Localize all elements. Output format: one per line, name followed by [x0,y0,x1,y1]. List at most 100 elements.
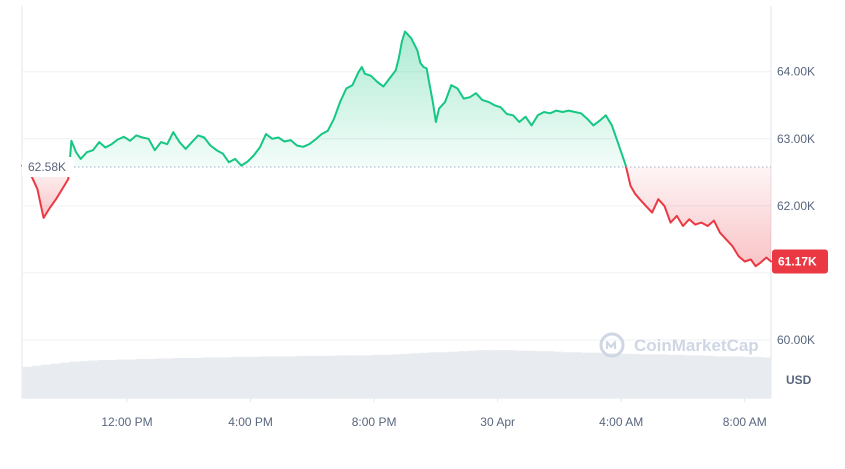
volume-bar [600,353,611,398]
volume-bar [467,350,478,398]
volume-bar [458,351,469,398]
y-tick-label: 63.00K [777,132,815,146]
volume-bar [230,356,241,398]
volume-bar [562,352,573,398]
volume-bar [391,354,402,398]
x-tick-label: 4:00 PM [228,415,273,429]
volume-bar [287,356,298,398]
volume-bar [609,353,620,398]
x-axis: 12:00 PM 4:00 PM 8:00 PM 30 Apr 4:00 AM 8:00 … [101,398,767,429]
volume-bar [666,354,677,398]
watermark-text: CoinMarketCap [634,336,759,355]
volume-bar [581,352,592,398]
volume-bar [192,357,203,398]
volume-bar [50,363,61,398]
volume-bar [164,358,175,398]
current-price-label: 61.17K [778,255,817,269]
volume-bar [277,356,289,398]
y-tick-label: 64.00K [777,65,815,79]
volume-bar [107,360,118,398]
volume-bars [22,350,772,398]
watermark: CoinMarketCap [599,332,759,358]
volume-bar [486,350,497,398]
volume-bar [268,356,279,398]
labels: 62.58K 61.17K [22,156,828,274]
volume-bar [704,355,715,398]
volume-bar [761,357,772,398]
volume-bar [249,356,260,398]
y-axis-unit: USD [786,373,812,387]
volume-bar [22,366,33,398]
baseline-label-bg [22,156,74,177]
volume-bar [420,352,431,398]
volume-bar [647,354,658,398]
y-axis: 64.00K 63.00K 62.00K 60.00K USD [777,65,815,387]
volume-bar [306,355,317,398]
volume-bar [401,353,412,398]
area-below-baseline [23,167,70,218]
x-tick-label: 8:00 PM [352,415,397,429]
volume-bar [496,350,507,398]
y-tick-label: 62.00K [777,199,815,213]
volume-bar [363,355,374,398]
price-line-down [22,166,71,219]
volume-bar [40,364,52,398]
volume-bar [259,356,270,398]
volume-bar [382,354,393,398]
volume-bar [714,356,725,398]
volume-bar [31,365,42,398]
volume-bar [59,362,71,398]
x-tick-label: 12:00 PM [101,415,152,429]
baseline-label: 62.58K [28,160,66,174]
volume-bar [752,356,763,398]
volume-bar [543,351,554,398]
volume-bar [733,356,744,398]
area-below-baseline [626,167,771,267]
volume-bar [97,360,108,398]
x-tick-label: 8:00 AM [723,415,767,429]
volume-bar [742,356,753,398]
area-above-baseline [69,31,627,167]
x-tick-label: 4:00 AM [599,415,643,429]
volume-bar [723,356,734,398]
volume-bar [154,358,165,398]
volume-bar [695,355,706,398]
volume-bar [685,355,696,398]
volume-bar [477,350,488,398]
current-price-tag [772,249,828,274]
volume-bar [533,351,545,398]
coinmarketcap-logo-mark [605,340,617,349]
volume-bar [571,352,582,398]
volume-bar [657,354,668,398]
volume-bar [524,350,535,398]
volume-bar [69,361,80,398]
volume-bar [448,351,459,398]
coinmarketcap-logo-icon [599,332,625,358]
volume-bar [410,353,421,398]
volume-bar [439,352,450,398]
volume-bar [211,357,222,398]
y-tick-label: 60.00K [777,333,815,347]
volume-bar [240,356,251,398]
volume-bar [135,359,146,398]
volume-bar [78,361,89,398]
volume-bar [334,355,345,398]
volume-bar [126,359,137,398]
volume-bar [145,359,156,398]
volume-bar [372,354,383,398]
volume-bar [221,357,232,398]
volume-bar [353,355,364,398]
volume-bar [676,354,687,398]
volume-bar [344,355,355,398]
volume-bar [173,357,184,398]
volume-bar [628,353,639,398]
volume-bar [325,355,336,398]
volume-bar [183,357,194,398]
volume-bar [515,350,526,398]
volume-bar [638,354,649,398]
volume-bar [505,350,516,398]
volume-bar [552,351,564,398]
volume-bar [296,355,308,398]
